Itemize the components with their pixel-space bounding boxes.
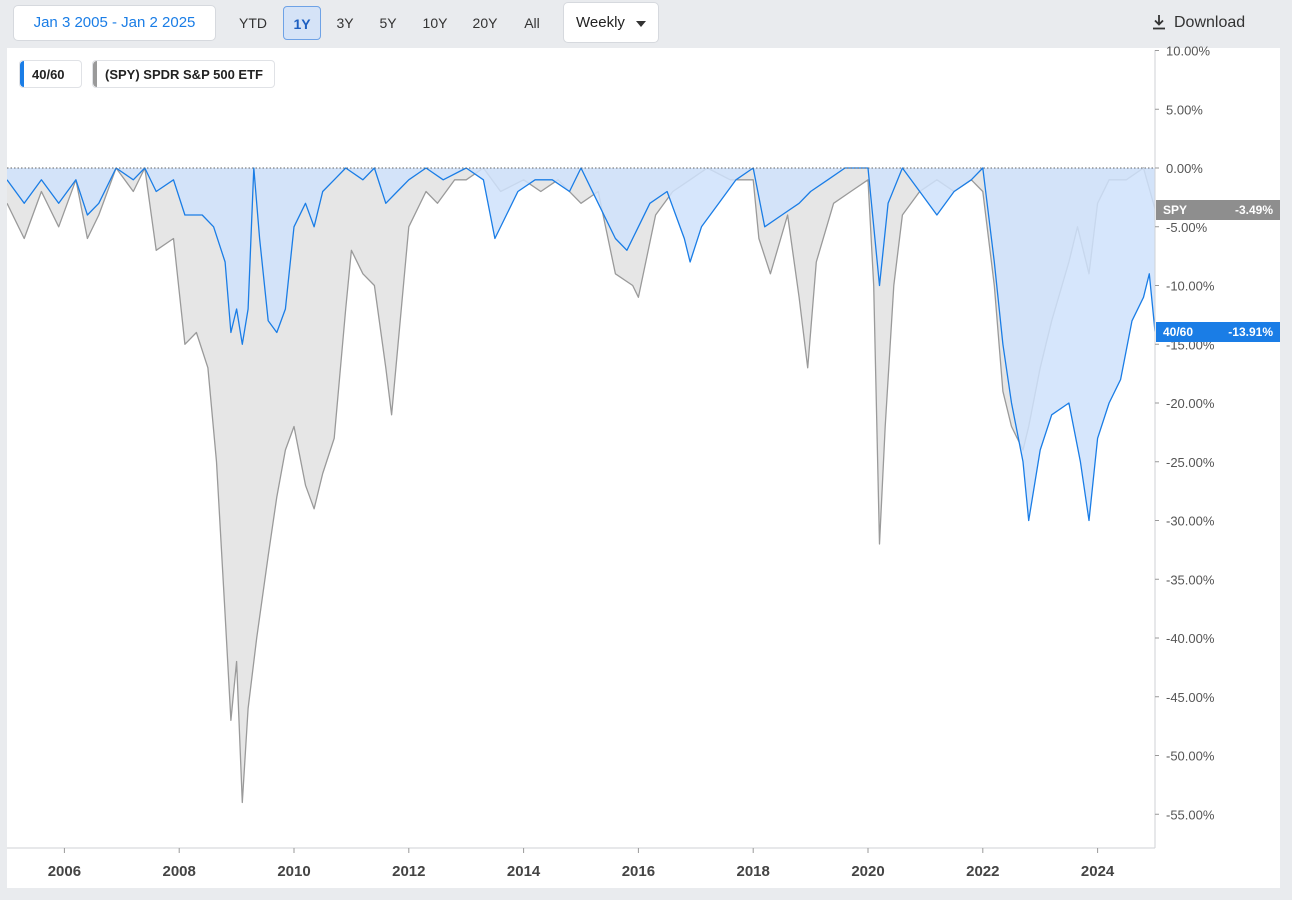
legend-item-spy[interactable]: (SPY) SPDR S&P 500 ETF: [92, 60, 275, 88]
x-tick-label: 2024: [1081, 863, 1115, 880]
x-tick-label: 2006: [48, 863, 81, 880]
y-tick-label: -50.00%: [1166, 749, 1215, 764]
legend-swatch-spy: [93, 61, 97, 87]
x-tick-label: 2008: [163, 863, 196, 880]
tag-label-spy: SPY: [1163, 203, 1188, 217]
caret-down-icon: [636, 21, 646, 27]
frequency-value: Weekly: [576, 14, 625, 31]
period-10y[interactable]: 10Y: [422, 15, 448, 31]
download-icon: [1153, 15, 1165, 30]
period-20y[interactable]: 20Y: [472, 15, 498, 31]
y-tick-label: -25.00%: [1166, 455, 1215, 470]
tag-label-4060: 40/60: [1163, 325, 1194, 339]
y-tick-label: -5.00%: [1166, 220, 1208, 235]
x-tick-label: 2022: [966, 863, 999, 880]
tag-value-spy: -3.49%: [1234, 203, 1273, 217]
y-tick-label: -35.00%: [1166, 572, 1215, 587]
y-tick-label: -30.00%: [1166, 514, 1215, 529]
x-tick-label: 2016: [622, 863, 655, 880]
area-spy: [7, 168, 1155, 803]
period-5y[interactable]: 5Y: [379, 15, 397, 31]
download-button[interactable]: Download: [1152, 6, 1245, 40]
x-tick-label: 2020: [851, 863, 884, 880]
y-tick-label: -45.00%: [1166, 690, 1215, 705]
area-4060: [7, 168, 1155, 521]
line-4060: [7, 167, 1155, 522]
frequency-select[interactable]: Weekly: [563, 2, 659, 43]
legend-label-4060: 40/60: [32, 67, 65, 82]
y-tick-label: 5.00%: [1166, 102, 1203, 117]
toolbar: Jan 3 2005 - Jan 2 2025 YTD 1Y 3Y 5Y 10Y…: [0, 0, 1292, 48]
period-all[interactable]: All: [524, 15, 540, 31]
y-tick-label: 0.00%: [1166, 161, 1203, 176]
x-tick-label: 2010: [277, 863, 310, 880]
tag-value-4060: -13.91%: [1228, 325, 1273, 339]
x-tick-label: 2014: [507, 863, 541, 880]
y-tick-label: -40.00%: [1166, 631, 1215, 646]
period-3y[interactable]: 3Y: [336, 15, 354, 31]
x-tick-label: 2018: [737, 863, 770, 880]
x-tick-label: 2012: [392, 863, 425, 880]
last-value-tag-spy: SPY -3.49%: [1156, 200, 1280, 220]
y-tick-label: -10.00%: [1166, 279, 1215, 294]
y-tick-label: -20.00%: [1166, 396, 1215, 411]
legend-swatch-4060: [20, 61, 24, 87]
period-1y[interactable]: 1Y: [283, 6, 321, 40]
download-label: Download: [1174, 14, 1246, 31]
period-ytd[interactable]: YTD: [239, 15, 267, 31]
legend-label-spy: (SPY) SPDR S&P 500 ETF: [105, 67, 263, 82]
y-tick-label: -55.00%: [1166, 807, 1215, 822]
legend-item-4060[interactable]: 40/60: [19, 60, 82, 88]
last-value-tag-4060: 40/60 -13.91%: [1156, 322, 1280, 342]
y-tick-label: 10.00%: [1166, 44, 1211, 59]
date-range-picker[interactable]: Jan 3 2005 - Jan 2 2025: [13, 5, 216, 41]
line-spy: [7, 167, 1155, 804]
